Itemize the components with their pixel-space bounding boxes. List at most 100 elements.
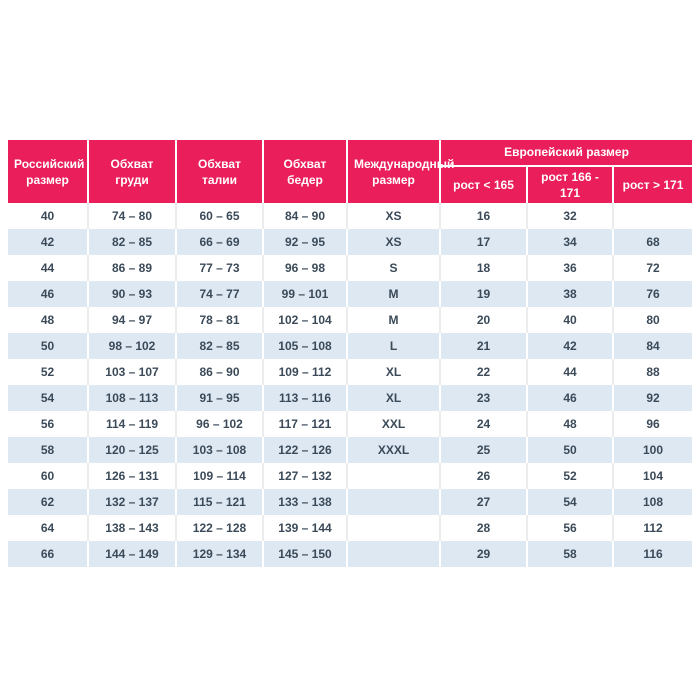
cell-eu-height-gt-171: 68 bbox=[612, 229, 692, 256]
table-row: 54 108 – 113 91 – 95 113 – 116 XL 23 46 92 bbox=[8, 385, 692, 412]
cell-eu-height-lt-165: 18 bbox=[439, 255, 527, 282]
cell-international-size bbox=[346, 541, 440, 568]
cell-eu-height-166-171: 46 bbox=[526, 385, 613, 412]
table-row: 52 103 – 107 86 – 90 109 – 112 XL 22 44 88 bbox=[8, 359, 692, 386]
cell-chest: 126 – 131 bbox=[87, 463, 176, 490]
cell-eu-height-166-171: 52 bbox=[526, 463, 613, 490]
cell-eu-height-166-171: 34 bbox=[526, 229, 613, 256]
cell-waist: 122 – 128 bbox=[175, 515, 263, 542]
cell-international-size bbox=[346, 463, 440, 490]
table-row: 48 94 – 97 78 – 81 102 – 104 M 20 40 80 bbox=[8, 307, 692, 334]
cell-eu-height-gt-171: 96 bbox=[612, 411, 692, 438]
table-row: 64 138 – 143 122 – 128 139 – 144 28 56 112 bbox=[8, 515, 692, 542]
cell-eu-height-166-171: 40 bbox=[526, 307, 613, 334]
cell-international-size: XXL bbox=[346, 411, 440, 438]
cell-eu-height-lt-165: 20 bbox=[439, 307, 527, 334]
cell-waist: 96 – 102 bbox=[175, 411, 263, 438]
cell-eu-height-166-171: 56 bbox=[526, 515, 613, 542]
cell-eu-height-gt-171: 88 bbox=[612, 359, 692, 386]
cell-international-size: XXXL bbox=[346, 437, 440, 464]
cell-russian-size: 64 bbox=[8, 515, 88, 542]
col-header-waist: Обхват талии bbox=[175, 140, 263, 204]
table-row: 42 82 – 85 66 – 69 92 – 95 XS 17 34 68 bbox=[8, 229, 692, 256]
size-chart: Российский размер Обхват груди Обхват та… bbox=[8, 140, 692, 568]
cell-eu-height-166-171: 38 bbox=[526, 281, 613, 308]
cell-russian-size: 42 bbox=[8, 229, 88, 256]
cell-eu-height-166-171: 48 bbox=[526, 411, 613, 438]
cell-eu-height-lt-165: 29 bbox=[439, 541, 527, 568]
cell-russian-size: 44 bbox=[8, 255, 88, 282]
table-row: 40 74 – 80 60 – 65 84 – 90 XS 16 32 bbox=[8, 203, 692, 230]
cell-russian-size: 54 bbox=[8, 385, 88, 412]
cell-international-size: XS bbox=[346, 203, 440, 230]
col-header-international-size: Международный размер bbox=[346, 140, 454, 204]
size-table-body: 40 74 – 80 60 – 65 84 – 90 XS 16 32 42 82 – 85 66… bbox=[8, 203, 692, 568]
cell-russian-size: 66 bbox=[8, 541, 88, 568]
cell-chest: 82 – 85 bbox=[87, 229, 176, 256]
cell-eu-height-gt-171: 80 bbox=[612, 307, 692, 334]
cell-hips: 145 – 150 bbox=[262, 541, 347, 568]
size-table: Российский размер Обхват груди Обхват та… bbox=[8, 140, 692, 568]
cell-russian-size: 58 bbox=[8, 437, 88, 464]
cell-eu-height-lt-165: 28 bbox=[439, 515, 527, 542]
cell-hips: 105 – 108 bbox=[262, 333, 347, 360]
cell-eu-height-gt-171: 108 bbox=[612, 489, 692, 516]
cell-eu-height-gt-171: 104 bbox=[612, 463, 692, 490]
cell-hips: 84 – 90 bbox=[262, 203, 347, 230]
cell-waist: 129 – 134 bbox=[175, 541, 263, 568]
cell-eu-height-gt-171: 116 bbox=[612, 541, 692, 568]
cell-eu-height-lt-165: 27 bbox=[439, 489, 527, 516]
cell-eu-height-lt-165: 25 bbox=[439, 437, 527, 464]
cell-chest: 138 – 143 bbox=[87, 515, 176, 542]
cell-hips: 102 – 104 bbox=[262, 307, 347, 334]
cell-russian-size: 50 bbox=[8, 333, 88, 360]
cell-eu-height-gt-171: 84 bbox=[612, 333, 692, 360]
cell-chest: 132 – 137 bbox=[87, 489, 176, 516]
cell-hips: 113 – 116 bbox=[262, 385, 347, 412]
cell-chest: 108 – 113 bbox=[87, 385, 176, 412]
cell-waist: 91 – 95 bbox=[175, 385, 263, 412]
cell-waist: 103 – 108 bbox=[175, 437, 263, 464]
cell-international-size bbox=[346, 489, 440, 516]
table-row: 58 120 – 125 103 – 108 122 – 126 XXXL 25 50 100 bbox=[8, 437, 692, 464]
cell-eu-height-gt-171: 92 bbox=[612, 385, 692, 412]
cell-chest: 86 – 89 bbox=[87, 255, 176, 282]
cell-eu-height-lt-165: 26 bbox=[439, 463, 527, 490]
cell-eu-height-166-171: 54 bbox=[526, 489, 613, 516]
cell-eu-height-166-171: 42 bbox=[526, 333, 613, 360]
cell-waist: 109 – 114 bbox=[175, 463, 263, 490]
cell-eu-height-lt-165: 23 bbox=[439, 385, 527, 412]
cell-waist: 82 – 85 bbox=[175, 333, 263, 360]
table-row: 46 90 – 93 74 – 77 99 – 101 M 19 38 76 bbox=[8, 281, 692, 308]
cell-eu-height-gt-171 bbox=[612, 203, 692, 230]
cell-international-size: XL bbox=[346, 385, 440, 412]
cell-waist: 78 – 81 bbox=[175, 307, 263, 334]
cell-hips: 99 – 101 bbox=[262, 281, 347, 308]
cell-chest: 114 – 119 bbox=[87, 411, 176, 438]
cell-hips: 109 – 112 bbox=[262, 359, 347, 386]
col-header-height-lt-165: рост < 165 bbox=[439, 164, 527, 204]
cell-hips: 133 – 138 bbox=[262, 489, 347, 516]
cell-eu-height-lt-165: 22 bbox=[439, 359, 527, 386]
cell-russian-size: 40 bbox=[8, 203, 88, 230]
cell-russian-size: 52 bbox=[8, 359, 88, 386]
cell-waist: 74 – 77 bbox=[175, 281, 263, 308]
cell-russian-size: 62 bbox=[8, 489, 88, 516]
table-row: 62 132 – 137 115 – 121 133 – 138 27 54 108 bbox=[8, 489, 692, 516]
cell-eu-height-166-171: 58 bbox=[526, 541, 613, 568]
cell-eu-height-lt-165: 24 bbox=[439, 411, 527, 438]
cell-international-size bbox=[346, 515, 440, 542]
cell-eu-height-gt-171: 76 bbox=[612, 281, 692, 308]
cell-eu-height-lt-165: 19 bbox=[439, 281, 527, 308]
table-row: 66 144 – 149 129 – 134 145 – 150 29 58 116 bbox=[8, 541, 692, 568]
cell-eu-height-gt-171: 100 bbox=[612, 437, 692, 464]
cell-international-size: M bbox=[346, 307, 440, 334]
cell-eu-height-lt-165: 17 bbox=[439, 229, 527, 256]
table-row: 60 126 – 131 109 – 114 127 – 132 26 52 104 bbox=[8, 463, 692, 490]
cell-hips: 122 – 126 bbox=[262, 437, 347, 464]
cell-eu-height-gt-171: 72 bbox=[612, 255, 692, 282]
col-header-european-size: Европейский размер bbox=[439, 140, 692, 166]
cell-eu-height-166-171: 50 bbox=[526, 437, 613, 464]
cell-international-size: S bbox=[346, 255, 440, 282]
col-header-russian-size: Российский размер bbox=[8, 140, 88, 204]
